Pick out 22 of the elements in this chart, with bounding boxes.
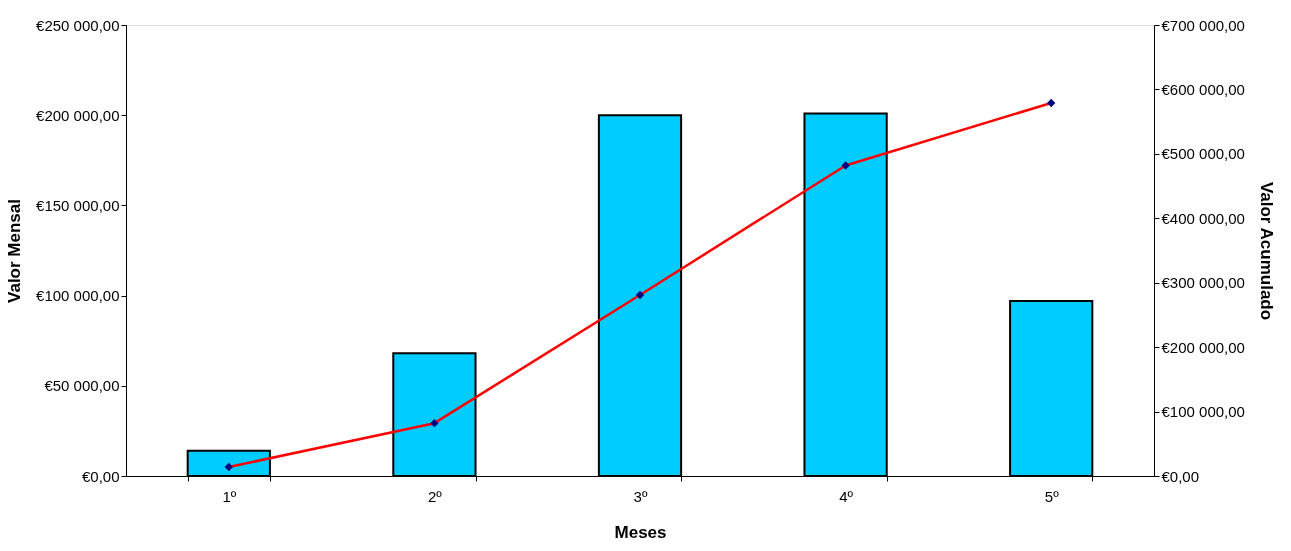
y2-tick-label: €0,00 <box>1161 467 1200 485</box>
y-tick-label: €250 000,00 <box>36 16 120 34</box>
x-axis-title: Meses <box>614 522 667 542</box>
y2-tick-label: €400 000,00 <box>1161 209 1245 227</box>
y-tick-label: €50 000,00 <box>44 377 120 395</box>
y2-tick-label: €600 000,00 <box>1161 80 1245 98</box>
y-tick-label: €150 000,00 <box>36 196 120 214</box>
x-tick-label: 3º <box>633 487 648 505</box>
y-tick-label: €200 000,00 <box>36 106 120 124</box>
x-tick-label: 4º <box>839 487 854 505</box>
x-tick-label: 1º <box>222 487 237 505</box>
x-tick-label: 2º <box>427 487 443 505</box>
y2-tick-label: €300 000,00 <box>1161 274 1245 292</box>
y-axis-title: Valor Mensal <box>5 199 25 303</box>
y2-tick-label: €100 000,00 <box>1161 403 1245 421</box>
y-tick-label: €100 000,00 <box>36 287 120 305</box>
x-tick-label: 5º <box>1044 487 1060 505</box>
y2-axis-title: Valor Acumulado <box>1256 181 1276 321</box>
y2-tick-label: €500 000,00 <box>1161 145 1245 163</box>
y-tick-label: €0,00 <box>81 467 120 485</box>
y2-tick-label: €700 000,00 <box>1161 16 1245 34</box>
y2-tick-label: €200 000,00 <box>1161 338 1245 356</box>
